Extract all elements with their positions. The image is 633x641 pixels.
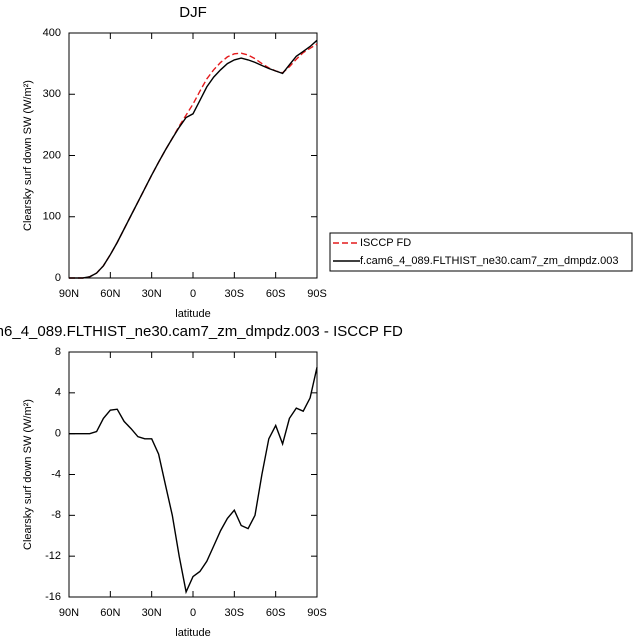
x-tick-label: 60N <box>100 607 120 619</box>
y-axis-label: Clearsky surf down SW (W/m²) <box>22 399 34 550</box>
y-tick-label: 0 <box>55 428 61 440</box>
chart-title: DJF <box>179 4 207 21</box>
x-tick-label: 90N <box>59 288 79 300</box>
x-tick-label: 90S <box>307 607 327 619</box>
legend-label: f.cam6_4_089.FLTHIST_ne30.cam7_zm_dmpdz.… <box>360 255 618 267</box>
x-tick-label: 90N <box>59 607 79 619</box>
x-axis-label: latitude <box>175 308 210 320</box>
x-tick-label: 60N <box>100 288 120 300</box>
y-tick-label: -8 <box>51 509 61 521</box>
x-tick-label: 30S <box>225 288 245 300</box>
x-tick-label: 0 <box>190 288 196 300</box>
data-line <box>69 367 318 595</box>
plot-frame <box>68 351 318 598</box>
y-tick-label: -4 <box>51 468 61 480</box>
x-axis-label: latitude <box>175 627 210 639</box>
y-tick-label: 8 <box>55 346 61 358</box>
x-tick-label: 60S <box>266 607 286 619</box>
y-tick-label: 300 <box>43 88 61 100</box>
y-tick-label: 100 <box>43 211 61 223</box>
y-tick-label: 400 <box>43 27 61 39</box>
y-tick-label: 200 <box>43 149 61 161</box>
legend-label: ISCCP FD <box>360 237 411 249</box>
x-tick-label: 0 <box>190 607 196 619</box>
x-tick-label: 30S <box>225 607 245 619</box>
y-tick-label: -12 <box>45 550 61 562</box>
x-tick-label: 30N <box>142 288 162 300</box>
data-line <box>69 43 318 279</box>
x-tick-label: 30N <box>142 607 162 619</box>
x-tick-label: 90S <box>307 288 327 300</box>
y-axis-label: Clearsky surf down SW (W/m²) <box>22 80 34 231</box>
chart-title: am6_4_089.FLTHIST_ne30.cam7_zm_dmpdz.003… <box>0 323 403 340</box>
y-tick-label: -16 <box>45 591 61 603</box>
x-tick-label: 60S <box>266 288 286 300</box>
plot-frame <box>68 32 318 279</box>
legend-box <box>329 232 633 272</box>
y-tick-label: 4 <box>55 387 61 399</box>
y-tick-label: 0 <box>55 272 61 284</box>
data-line <box>69 39 318 279</box>
